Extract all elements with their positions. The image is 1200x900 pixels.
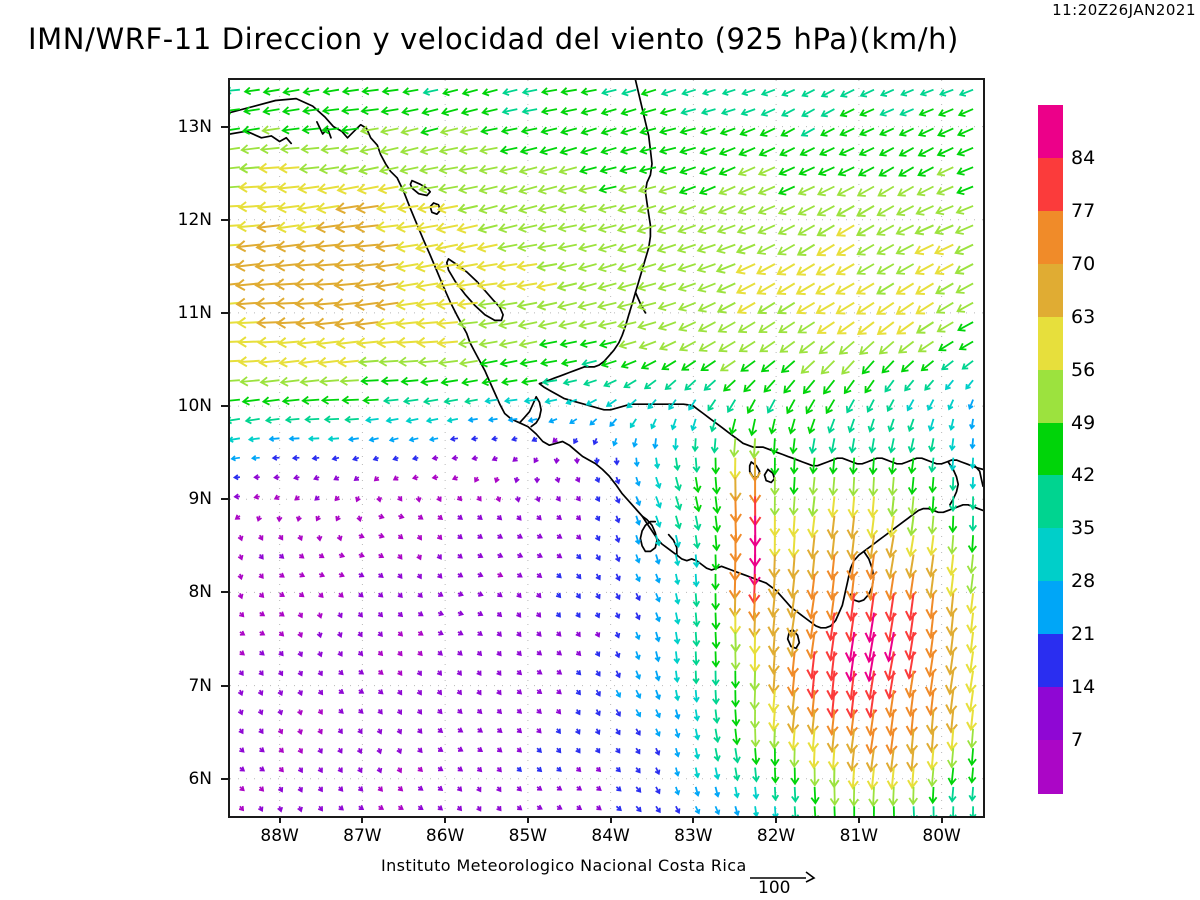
colorbar-tick-label: 7 [1071,729,1084,752]
latitude-tick-mark [221,498,228,501]
longitude-tick-mark [444,816,447,823]
longitude-tick-label: 82W [756,826,796,846]
longitude-tick-label: 80W [922,826,961,846]
colorbar-tick-label: 28 [1071,570,1096,593]
colorbar-band[interactable] [1038,634,1063,688]
reference-vector-label: 100 [758,878,791,898]
longitude-tick-label: 81W [839,826,879,846]
colorbar-tick-label: 49 [1071,411,1096,434]
page-title: IMN/WRF-11 Direccion y velocidad del vie… [28,22,959,56]
colorbar-band[interactable] [1038,528,1063,582]
longitude-tick-label: 83W [674,826,713,846]
colorbar-band[interactable] [1038,263,1063,318]
latitude-tick-mark [221,405,228,408]
institution-credit: Instituto Meteorologico Nacional Costa R… [381,856,747,875]
longitude-tick-label: 84W [591,826,630,846]
colorbar-band[interactable] [1038,422,1063,477]
colorbar-tick-label: 63 [1071,305,1096,328]
latitude-tick-label: 7N [188,675,212,696]
latitude-tick-label: 13N [177,116,212,137]
colorbar-tick-label: 70 [1071,252,1096,275]
colorbar-band[interactable] [1038,105,1063,159]
latitude-tick-mark [221,591,228,594]
latitude-tick-label: 8N [188,582,212,603]
latitude-tick-label: 10N [177,396,212,417]
reference-vector-arrow [750,871,816,883]
longitude-tick-mark [526,816,529,823]
latitude-tick-mark [221,218,228,221]
colorbar-tick-label: 77 [1071,199,1096,222]
longitude-tick-label: 86W [425,826,465,846]
longitude-tick-mark [361,816,364,823]
longitude-tick-mark [609,816,612,823]
latitude-tick-label: 12N [177,209,212,230]
latitude-tick-label: 11N [177,302,212,323]
colorbar-band[interactable] [1038,157,1063,212]
colorbar-band[interactable] [1038,316,1063,371]
colorbar-band[interactable] [1038,369,1063,424]
colorbar-tick-label: 14 [1071,676,1096,699]
longitude-tick-mark [692,816,695,823]
timestamp-label: 11:20Z26JAN2021 [1052,1,1196,19]
colorbar-band[interactable] [1038,687,1063,741]
colorbar-legend[interactable]: 84 77 70 63 56 49 42 35 28 21 14 7 [1038,105,1095,794]
colorbar-band[interactable] [1038,740,1063,794]
map-plot-area[interactable] [228,78,985,818]
colorbar-band[interactable] [1038,475,1063,529]
longitude-tick-mark [857,816,860,823]
colorbar-band[interactable] [1038,210,1063,265]
longitude-tick-mark [940,816,943,823]
wind-vector-field [230,80,983,816]
longitude-tick-label: 85W [508,826,548,846]
latitude-tick-label: 9N [188,489,212,510]
longitude-tick-mark [775,816,778,823]
wind-arrows [230,86,978,816]
longitude-tick-label: 88W [260,826,299,846]
latitude-tick-mark [221,777,228,780]
latitude-tick-mark [221,311,228,314]
colorbar-tick-label: 84 [1071,146,1096,169]
colorbar-band[interactable] [1038,581,1063,635]
longitude-tick-mark [278,816,281,823]
latitude-tick-mark [221,125,228,128]
longitude-tick-label: 87W [343,826,382,846]
colorbar-tick-label: 56 [1071,358,1096,381]
latitude-tick-label: 6N [188,768,212,789]
colorbar-tick-label: 21 [1071,623,1096,646]
latitude-tick-mark [221,684,228,687]
colorbar-tick-label: 35 [1071,517,1096,540]
colorbar-tick-label: 42 [1071,464,1096,487]
